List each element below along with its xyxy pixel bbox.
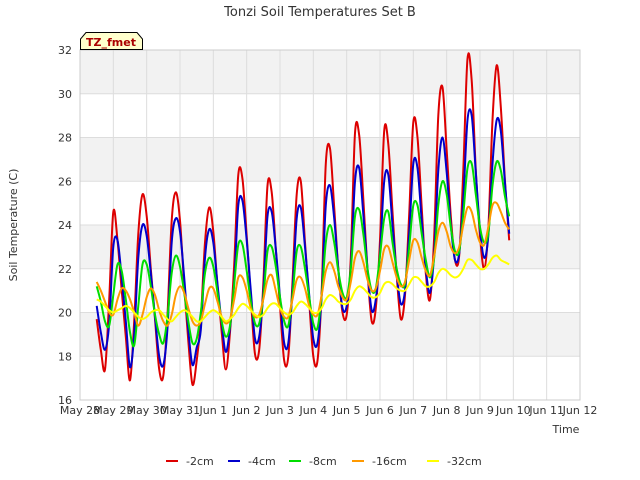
x-tick-label: Jun 10	[495, 404, 531, 417]
y-tick-label: 26	[58, 175, 72, 188]
x-tick-label: Jun 5	[332, 404, 361, 417]
x-tick-label: May 30	[127, 404, 167, 417]
y-tick-label: 18	[58, 350, 72, 363]
x-tick-label: May 28	[60, 404, 100, 417]
gridlines	[79, 49, 581, 401]
x-tick-label: Jun 2	[232, 404, 261, 417]
x-tick-label: Jun 1	[198, 404, 227, 417]
x-tick-label: Jun 9	[465, 404, 494, 417]
legend-label: -32cm	[447, 455, 482, 468]
y-tick-label: 32	[58, 44, 72, 57]
background-band	[80, 93, 580, 138]
y-tick-label: 30	[58, 88, 72, 101]
x-axis-label: Time	[552, 423, 580, 436]
x-tick-label: Jun 3	[265, 404, 294, 417]
series-line-4cm	[95, 108, 511, 369]
x-tick-label: Jun 11	[528, 404, 564, 417]
legend-label: -2cm	[186, 455, 214, 468]
annotation-label: TZ_fmet	[86, 36, 136, 49]
plot-area-border	[79, 49, 581, 401]
background-band	[80, 268, 580, 313]
y-tick-label: 16	[58, 394, 72, 407]
legend-label: -4cm	[248, 455, 276, 468]
y-axis-label: Soil Temperature (C)	[7, 169, 20, 282]
background-band	[80, 356, 580, 400]
x-tick-label: Jun 12	[562, 404, 598, 417]
x-tick-label: Jun 8	[432, 404, 461, 417]
y-tick-label: 20	[58, 307, 72, 320]
x-tick-label: May 29	[93, 404, 133, 417]
y-tick-label: 28	[58, 132, 72, 145]
x-tick-label: Jun 7	[398, 404, 427, 417]
background-band	[80, 50, 580, 94]
series-lines	[95, 52, 511, 387]
chart-title: Tonzi Soil Temperatures Set B	[223, 5, 416, 20]
legend: -2cm -4cm -8cm -16cm -32cm	[166, 455, 482, 468]
y-axis-ticks: 16 18 20 22 24 26 28 30 32	[58, 44, 72, 407]
series-line-8cm	[95, 159, 511, 348]
station-annotation: TZ_fmet	[80, 32, 143, 50]
x-tick-label: Jun 6	[365, 404, 394, 417]
x-tick-label: Jun 4	[298, 404, 327, 417]
y-tick-label: 24	[58, 219, 72, 232]
series-line-16cm	[95, 201, 511, 327]
y-tick-label: 22	[58, 263, 72, 276]
annotation-box	[80, 32, 143, 50]
x-tick-label: May 31	[160, 404, 200, 417]
legend-label: -8cm	[309, 455, 337, 468]
series-line-32cm	[96, 254, 510, 323]
legend-label: -16cm	[372, 455, 407, 468]
